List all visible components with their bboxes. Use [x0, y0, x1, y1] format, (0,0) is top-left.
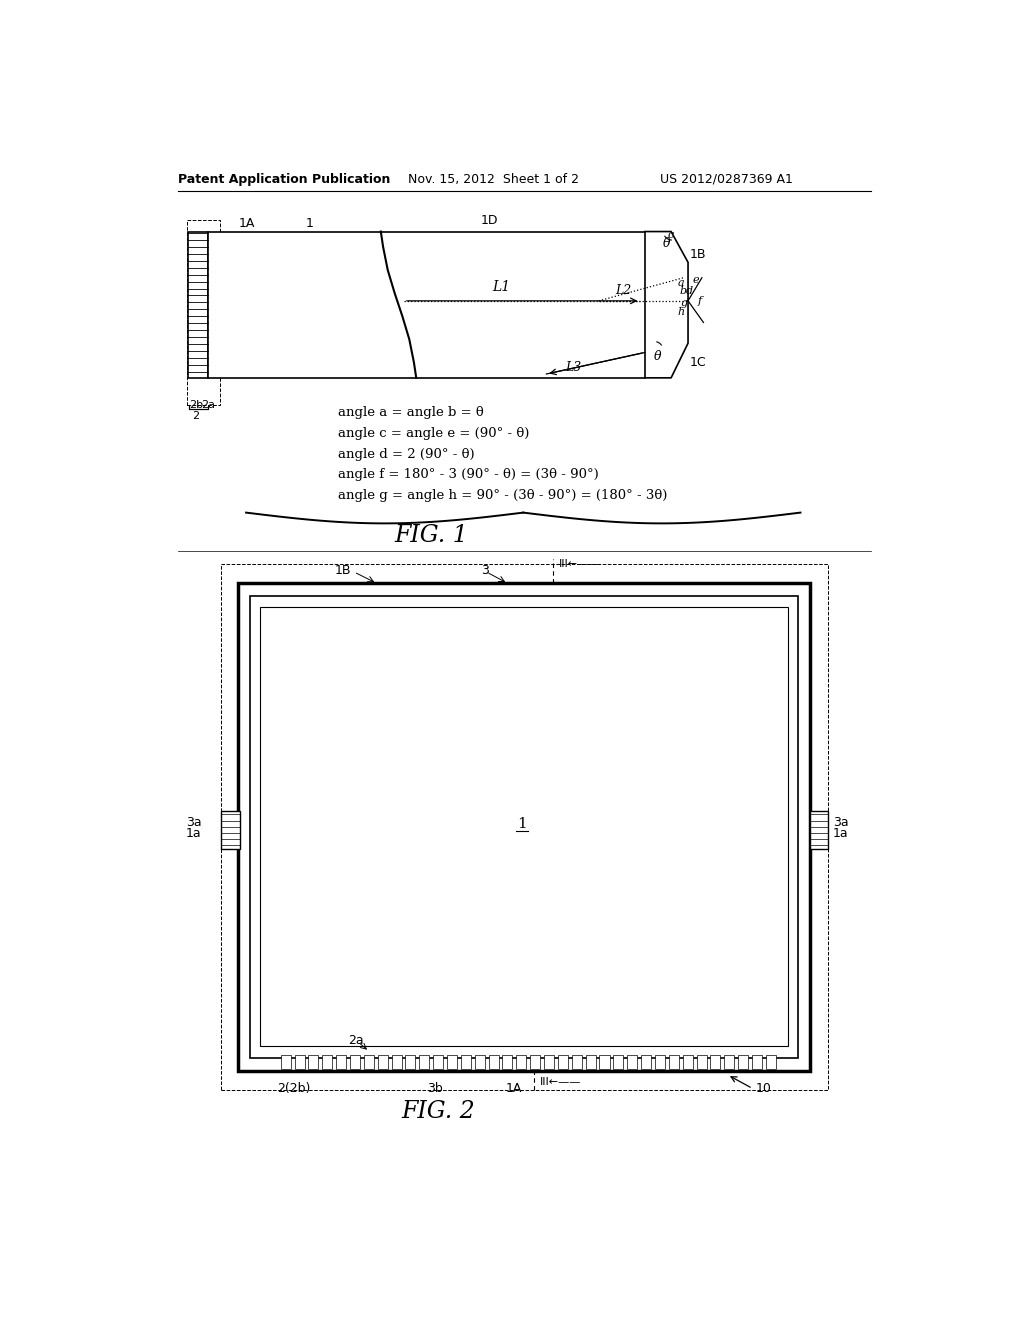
Text: III←——: III←——	[541, 1077, 582, 1088]
Text: 1: 1	[306, 218, 314, 231]
Text: angle g = angle h = 90° - (3θ - 90°) = (180° - 3θ): angle g = angle h = 90° - (3θ - 90°) = (…	[339, 490, 668, 502]
Bar	[433, 1055, 443, 1069]
Bar	[406, 1055, 416, 1069]
Bar	[488, 1055, 499, 1069]
Bar	[281, 1055, 291, 1069]
Text: Nov. 15, 2012  Sheet 1 of 2: Nov. 15, 2012 Sheet 1 of 2	[408, 173, 579, 186]
Bar	[239, 583, 810, 1071]
Bar	[655, 1055, 665, 1069]
Bar	[641, 1055, 651, 1069]
Text: FIG. 1: FIG. 1	[394, 524, 468, 548]
Text: angle a = angle b = θ: angle a = angle b = θ	[339, 407, 484, 418]
Text: 2a: 2a	[201, 400, 215, 409]
Bar	[475, 1055, 484, 1069]
Text: 3: 3	[481, 564, 488, 577]
Text: f: f	[697, 296, 701, 306]
Bar	[364, 1055, 374, 1069]
Text: 1D: 1D	[481, 214, 499, 227]
Text: 2a: 2a	[348, 1034, 364, 1047]
Text: 1C: 1C	[689, 356, 707, 370]
Text: h: h	[677, 308, 684, 317]
Bar	[669, 1055, 679, 1069]
Text: 1a: 1a	[833, 828, 849, 841]
Bar	[571, 1055, 582, 1069]
Text: L2: L2	[615, 284, 632, 297]
Text: θ: θ	[654, 350, 662, 363]
Bar	[544, 1055, 554, 1069]
Text: g: g	[680, 298, 687, 308]
Text: 2: 2	[193, 411, 200, 421]
Text: 1A: 1A	[239, 218, 255, 231]
Text: 3b: 3b	[427, 1082, 442, 1096]
Bar	[188, 231, 208, 378]
Bar	[810, 810, 828, 849]
Bar	[696, 1055, 707, 1069]
Text: d: d	[686, 286, 693, 296]
Text: angle c = angle e = (90° - θ): angle c = angle e = (90° - θ)	[339, 426, 529, 440]
Bar	[711, 1055, 720, 1069]
Bar	[295, 1055, 304, 1069]
Text: θ: θ	[663, 236, 670, 249]
Bar	[628, 1055, 637, 1069]
Bar	[250, 595, 798, 1057]
Text: L1: L1	[493, 280, 511, 294]
Bar	[752, 1055, 762, 1069]
Text: 1B: 1B	[335, 564, 351, 577]
Bar	[461, 1055, 471, 1069]
Text: b: b	[680, 286, 687, 296]
Bar	[766, 1055, 776, 1069]
Bar	[221, 810, 240, 849]
Bar	[378, 1055, 388, 1069]
Text: 3a: 3a	[833, 816, 849, 829]
Bar	[336, 1055, 346, 1069]
Text: angle f = 180° - 3 (90° - θ) = (3θ - 90°): angle f = 180° - 3 (90° - θ) = (3θ - 90°…	[339, 469, 599, 482]
Bar	[350, 1055, 360, 1069]
Text: 1B: 1B	[689, 248, 707, 261]
Bar	[391, 1055, 401, 1069]
Bar	[260, 607, 788, 1047]
Bar	[208, 231, 645, 378]
Bar	[599, 1055, 609, 1069]
Text: L3: L3	[565, 362, 582, 375]
Bar	[323, 1055, 333, 1069]
Bar	[738, 1055, 749, 1069]
Text: Patent Application Publication: Patent Application Publication	[178, 173, 391, 186]
Text: FIG. 2: FIG. 2	[401, 1100, 475, 1123]
Text: III←——: III←——	[559, 560, 600, 569]
Bar	[503, 1055, 512, 1069]
Text: e: e	[692, 275, 699, 285]
Text: 1: 1	[517, 817, 526, 832]
Text: 2b: 2b	[189, 400, 203, 409]
Bar	[516, 1055, 526, 1069]
Bar	[558, 1055, 568, 1069]
Bar	[683, 1055, 692, 1069]
Text: 1a: 1a	[186, 828, 202, 841]
Text: angle d = 2 (90° - θ): angle d = 2 (90° - θ)	[339, 447, 475, 461]
Text: 3a: 3a	[186, 816, 202, 829]
Text: c: c	[668, 231, 674, 240]
Bar	[186, 220, 220, 405]
Bar	[724, 1055, 734, 1069]
Text: 1A: 1A	[506, 1082, 522, 1096]
Bar	[419, 1055, 429, 1069]
Text: a: a	[677, 279, 684, 288]
Bar	[221, 564, 828, 1090]
Bar	[586, 1055, 596, 1069]
Bar	[308, 1055, 318, 1069]
Text: US 2012/0287369 A1: US 2012/0287369 A1	[660, 173, 794, 186]
Bar	[613, 1055, 624, 1069]
Text: 2(2b): 2(2b)	[276, 1082, 310, 1096]
Bar	[447, 1055, 457, 1069]
Bar	[530, 1055, 541, 1069]
Text: 10: 10	[756, 1082, 772, 1096]
